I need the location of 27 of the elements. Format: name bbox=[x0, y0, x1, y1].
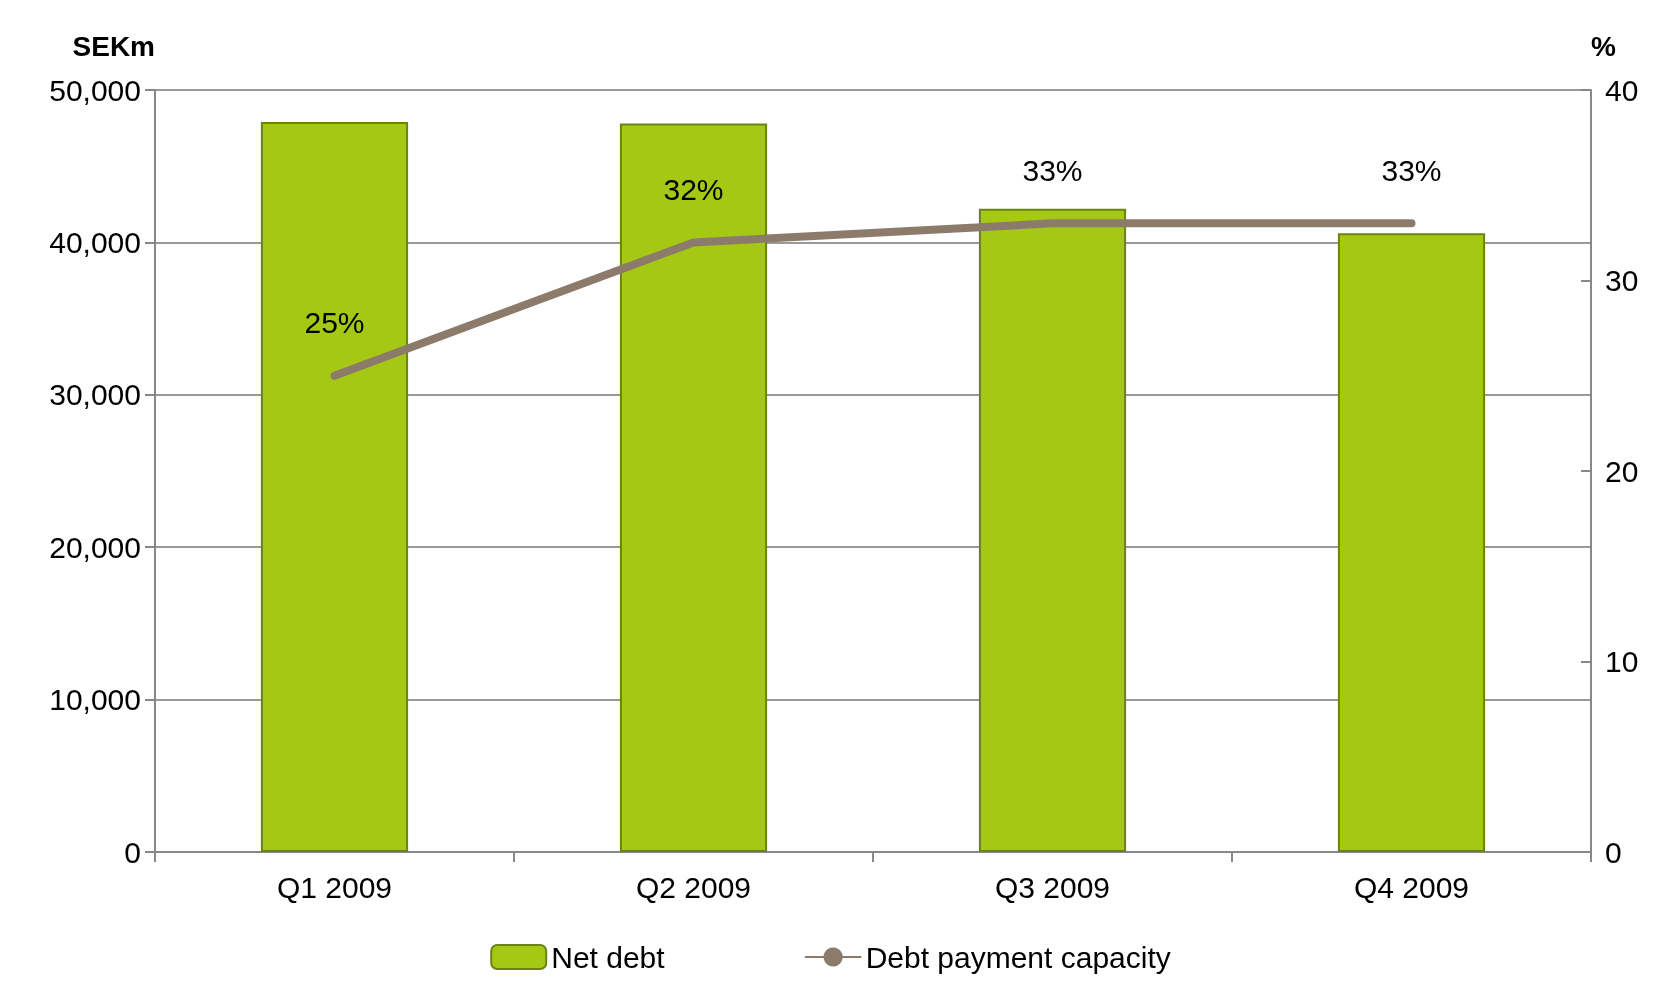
bar bbox=[1337, 233, 1486, 852]
y2-tick-label: 20 bbox=[1605, 454, 1639, 488]
y2-tick-label: 30 bbox=[1605, 264, 1639, 297]
bar bbox=[619, 123, 768, 852]
data-label: 25% bbox=[304, 306, 365, 340]
y-tick-label: 30,000 bbox=[49, 378, 141, 412]
y-tick-label: 0 bbox=[124, 835, 141, 869]
y-tick-label: 10,000 bbox=[49, 683, 141, 717]
y-tick-label: 40,000 bbox=[49, 225, 141, 259]
y-tick-label: 20,000 bbox=[49, 530, 141, 564]
bar bbox=[260, 122, 409, 852]
bar bbox=[978, 208, 1127, 852]
x-tick-label: Q2 2009 bbox=[635, 870, 752, 904]
y2-tick-label: 0 bbox=[1605, 835, 1622, 869]
x-tick-label: Q4 2009 bbox=[1353, 870, 1470, 904]
data-label: 33% bbox=[1381, 153, 1442, 187]
y-axis-title: SEKm bbox=[72, 30, 155, 62]
data-label: 33% bbox=[1022, 153, 1083, 187]
y2-axis-title: % bbox=[1591, 30, 1616, 62]
legend-label: Net debt bbox=[551, 940, 666, 974]
data-label: 32% bbox=[663, 172, 724, 206]
y2-tick-label: 40 bbox=[1605, 73, 1639, 107]
legend-label: Debt payment capacity bbox=[865, 940, 1171, 974]
x-tick-label: Q1 2009 bbox=[276, 870, 393, 904]
y2-tick-label: 10 bbox=[1605, 645, 1639, 678]
x-tick-label: Q3 2009 bbox=[994, 870, 1111, 904]
y-tick-label: 50,000 bbox=[49, 73, 141, 107]
